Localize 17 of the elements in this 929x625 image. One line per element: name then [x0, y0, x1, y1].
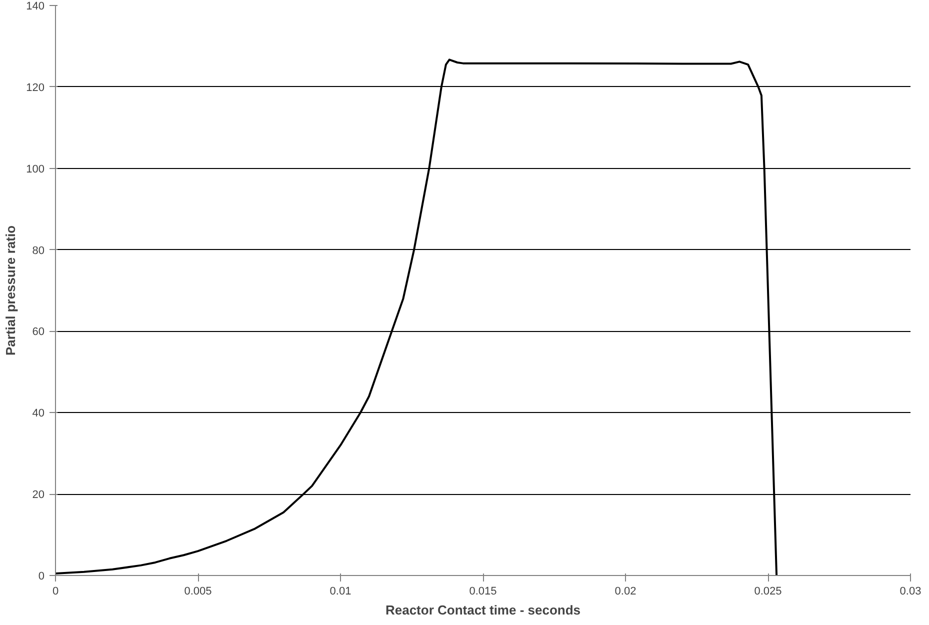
x-tick-label: 0 [52, 586, 59, 598]
y-tick-label: 0 [38, 570, 45, 582]
x-tick-label: 0.03 [900, 586, 922, 598]
y-tick-label: 40 [32, 408, 45, 420]
y-tick-label: 100 [26, 163, 45, 176]
y-tick-label: 120 [26, 82, 45, 94]
x-axis-title: Reactor Contact time - seconds [385, 602, 581, 618]
x-tick-label: 0.025 [754, 586, 782, 598]
x-tick-label: 0.01 [330, 586, 352, 598]
y-axis-title: Partial pressure ratio [3, 225, 18, 356]
x-tick-label: 0.005 [184, 586, 212, 598]
y-tick-label: 60 [32, 326, 45, 338]
x-tick-label: 0.015 [469, 586, 497, 598]
y-tick-label: 20 [32, 489, 45, 502]
y-tick-label: 80 [32, 244, 45, 257]
x-tick-label: 0.02 [614, 586, 636, 598]
y-tick-label: 140 [26, 0, 45, 12]
